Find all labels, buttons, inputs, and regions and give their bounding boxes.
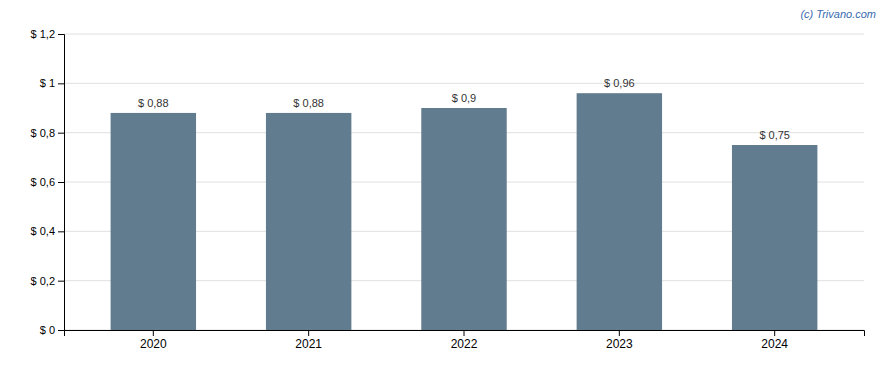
y-tick-label: $ 1,2	[31, 28, 55, 40]
y-tick-mark	[58, 83, 64, 84]
x-tick-label: 2020	[140, 337, 167, 351]
x-tick: 2024	[761, 330, 788, 351]
x-tick-mark	[774, 330, 775, 336]
bar	[732, 145, 817, 330]
data-label: $ 0,75	[759, 129, 790, 141]
grid-line	[64, 83, 864, 84]
y-tick-mark	[58, 133, 64, 134]
y-axis: $ 0 $ 0,2 $ 0,4 $ 0,6 $ 0,8 $ 1 $ 1,2	[31, 28, 65, 336]
y-tick-mark	[58, 34, 64, 35]
x-tick: 2022	[451, 330, 478, 351]
y-tick-label: $ 0,4	[31, 225, 55, 237]
y-axis-line	[58, 35, 65, 331]
plot: $ 0$ 0,2$ 0,4$ 0,6$ 0,8$ 1$ 1,2202020212…	[31, 28, 865, 351]
data-labels: $ 0,88 $ 0,88 $ 0,9 $ 0,96 $ 0,75	[138, 77, 790, 141]
data-label: $ 0,88	[138, 97, 169, 109]
bar	[111, 113, 196, 330]
y-tick: $ 1,2	[31, 28, 64, 40]
y-tick: $ 0,8	[31, 127, 64, 139]
data-label: $ 0,9	[452, 92, 476, 104]
y-tick: $ 0,2	[31, 275, 64, 287]
x-tick: 2020	[140, 330, 167, 351]
x-tick-label: 2024	[761, 337, 788, 351]
y-tick-label: $ 0,8	[31, 127, 55, 139]
y-tick: $ 0,4	[31, 225, 64, 237]
grid	[64, 34, 864, 330]
y-tick-label: $ 0	[40, 324, 55, 336]
y-tick-mark	[58, 330, 64, 331]
annotations: (c) Trivano.com	[800, 8, 876, 20]
y-tick: $ 0,6	[31, 176, 64, 188]
y-tick-label: $ 1	[40, 77, 55, 89]
x-tick-mark	[153, 330, 154, 336]
x-tick-label: 2021	[295, 337, 322, 351]
x-axis: 2020 2021 2022 2023 2024	[65, 330, 865, 351]
bar	[577, 93, 662, 330]
y-tick-mark	[58, 281, 64, 282]
bar	[266, 113, 351, 330]
x-tick: 2023	[606, 330, 633, 351]
x-tick-mark	[464, 330, 465, 336]
data-label: $ 0,96	[604, 77, 635, 89]
y-tick-mark	[58, 182, 64, 183]
y-tick-mark	[58, 231, 64, 232]
x-tick-label: 2022	[451, 337, 478, 351]
chart: $ 0$ 0,2$ 0,4$ 0,6$ 0,8$ 1$ 1,2202020212…	[0, 0, 888, 370]
bar	[421, 108, 506, 330]
y-tick-label: $ 0,2	[31, 275, 55, 287]
x-tick-mark	[619, 330, 620, 336]
watermark: (c) Trivano.com	[800, 8, 876, 20]
y-tick-label: $ 0,6	[31, 176, 55, 188]
bars	[111, 93, 818, 330]
data-label: $ 0,88	[293, 97, 324, 109]
grid-line	[64, 34, 864, 35]
x-axis-line	[65, 331, 865, 337]
y-tick: $ 0	[40, 324, 64, 336]
y-tick: $ 1	[40, 77, 64, 89]
x-tick-mark	[308, 330, 309, 336]
x-tick-label: 2023	[606, 337, 633, 351]
x-tick: 2021	[295, 330, 322, 351]
